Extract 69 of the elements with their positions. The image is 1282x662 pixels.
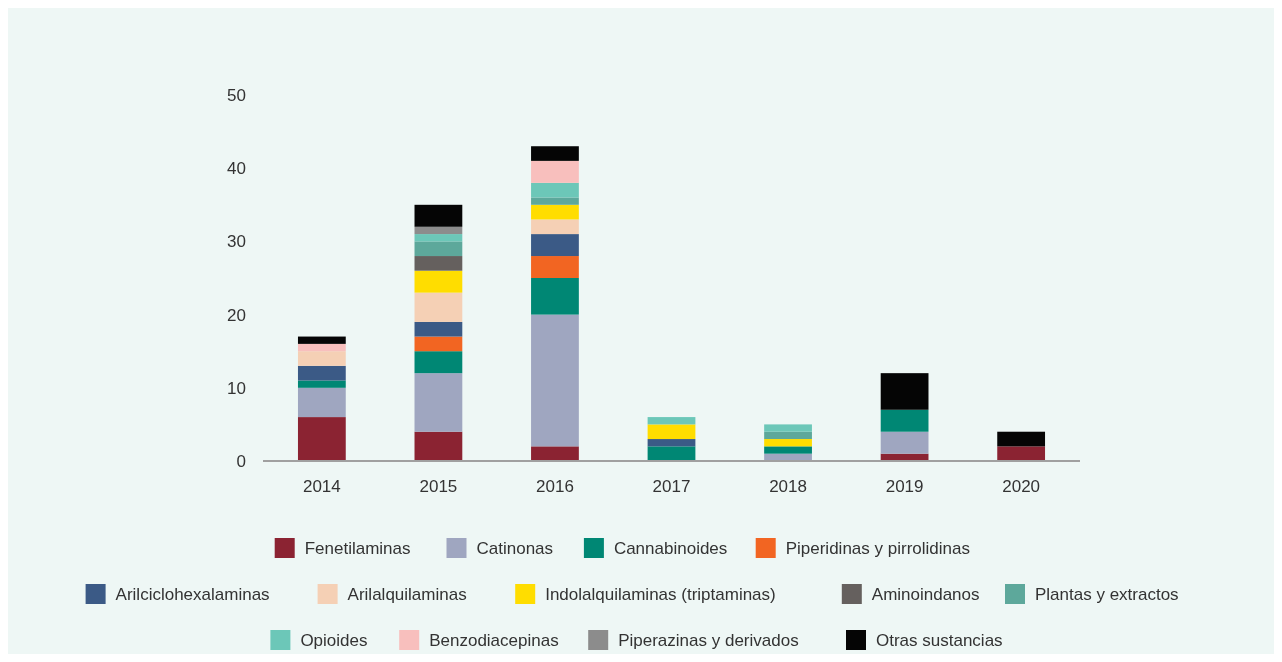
bar: [880, 431, 929, 454]
bar: [997, 431, 1046, 447]
legend-label: Piperazinas y derivados: [618, 630, 799, 650]
legend-label: Aminoindanos: [871, 584, 980, 604]
legend-label: Plantas y extractos: [1035, 584, 1179, 604]
bar: [764, 439, 812, 447]
bar: [297, 351, 346, 366]
legend-label: Indolalquilaminas (triptaminas): [545, 584, 776, 604]
bar: [297, 380, 346, 388]
bar: [647, 439, 696, 447]
y-tick-label: 20: [227, 305, 246, 325]
legend-label: Arilalquilaminas: [347, 584, 467, 604]
y-tick-label: 0: [236, 451, 246, 471]
bar: [414, 256, 463, 271]
bar: [414, 373, 463, 432]
bar: [764, 431, 812, 440]
x-tick-label: 2014: [302, 477, 341, 496]
bar: [531, 197, 579, 205]
y-tick-label: 40: [227, 159, 246, 179]
bar: [531, 160, 579, 183]
bar: [297, 336, 346, 344]
y-tick-label: 30: [227, 232, 246, 252]
bar: [764, 424, 812, 432]
x-tick-label: 2015: [419, 477, 458, 496]
bar: [414, 204, 463, 227]
legend-label: Arilciclohexalaminas: [115, 584, 270, 604]
bar: [531, 182, 579, 198]
legend-label: Cannabinoides: [613, 538, 728, 558]
bar: [531, 219, 579, 235]
x-tick-label: 2019: [885, 477, 924, 496]
bar: [414, 270, 463, 293]
legend-label: Opioides: [300, 630, 368, 650]
bar: [297, 417, 346, 461]
y-tick-label: 50: [227, 85, 246, 105]
bar: [297, 343, 346, 352]
bar: [297, 365, 346, 381]
bar: [880, 373, 929, 410]
bar: [531, 314, 579, 447]
bar: [414, 226, 463, 235]
bar: [531, 278, 579, 315]
bar: [880, 409, 929, 432]
bar: [297, 387, 346, 418]
x-tick-label: 2020: [1002, 477, 1041, 496]
legend-label: Fenetilaminas: [304, 538, 411, 558]
bar: [414, 336, 463, 352]
bar: [414, 431, 463, 461]
bar: [531, 146, 579, 161]
bar: [414, 241, 463, 257]
legend-label: Benzodiacepinas: [429, 630, 559, 650]
bar: [764, 446, 812, 454]
bar: [647, 446, 696, 461]
legend-label: Piperidinas y pirrolidinas: [785, 538, 970, 558]
bar: [414, 292, 463, 322]
bar: [647, 417, 696, 425]
x-tick-label: 2016: [536, 477, 574, 496]
bar: [414, 321, 463, 337]
bar: [531, 256, 579, 278]
x-tick-label: 2017: [652, 477, 691, 496]
bar: [531, 234, 579, 257]
y-tick-label: 10: [227, 378, 246, 398]
legend-label: Catinonas: [476, 538, 554, 558]
bar: [414, 351, 463, 374]
legend-label: Otras sustancias: [876, 630, 1003, 650]
bar: [531, 204, 579, 220]
bar: [531, 446, 579, 461]
x-tick-label: 2018: [769, 477, 807, 496]
bar: [414, 234, 463, 242]
bar: [647, 424, 696, 440]
bar: [997, 446, 1046, 461]
